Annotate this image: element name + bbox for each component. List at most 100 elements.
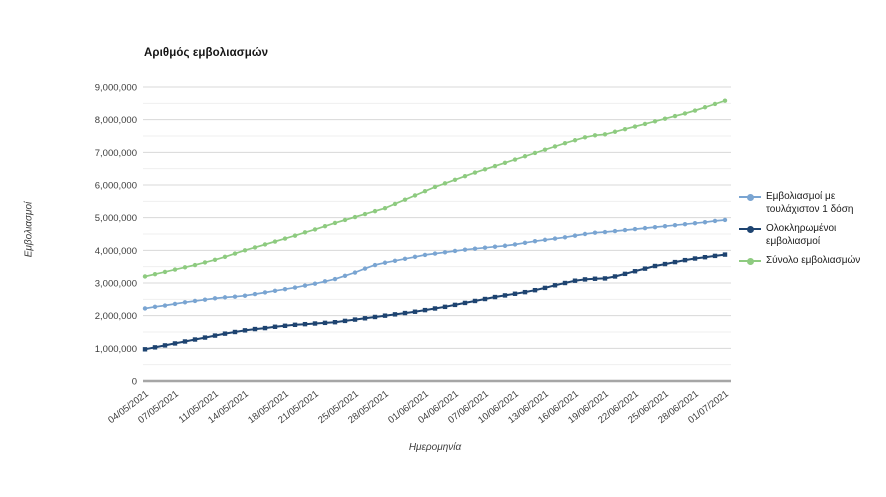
data-point-marker: [382, 205, 388, 211]
data-point-marker: [712, 253, 718, 259]
data-point-marker: [182, 265, 188, 270]
data-point-marker: [292, 285, 298, 290]
data-point-marker: [282, 236, 288, 241]
legend-label: Σύνολο εμβολιασμών: [766, 255, 861, 266]
data-point-marker: [552, 236, 558, 241]
data-point-marker: [322, 223, 328, 229]
data-point-marker: [672, 222, 678, 228]
data-point-marker: [282, 323, 288, 328]
data-point-marker: [182, 300, 188, 305]
data-point-marker: [222, 295, 228, 300]
data-point-marker: [472, 298, 478, 304]
data-point-marker: [462, 300, 468, 306]
data-point-marker: [352, 214, 358, 220]
data-point-marker: [272, 324, 278, 329]
data-point-marker: [192, 337, 198, 342]
data-point-marker: [342, 273, 348, 279]
data-point-marker: [242, 328, 248, 333]
data-point-marker: [542, 237, 548, 243]
data-point-marker: [552, 283, 558, 288]
data-point-marker: [462, 247, 468, 252]
data-point-marker: [522, 240, 528, 246]
data-point-marker: [432, 184, 438, 190]
data-point-marker: [352, 317, 358, 322]
data-point-marker: [562, 280, 568, 286]
data-point-marker: [472, 170, 478, 175]
data-point-marker: [442, 250, 448, 255]
data-point-marker: [532, 238, 538, 244]
data-point-marker: [222, 254, 228, 260]
data-point-marker: [212, 296, 218, 301]
data-point-marker: [532, 150, 538, 156]
data-point-marker: [212, 333, 218, 338]
data-point-marker: [142, 306, 148, 311]
data-point-marker: [692, 256, 698, 261]
data-point-marker: [372, 262, 378, 268]
data-point-marker: [492, 244, 498, 249]
data-point-marker: [582, 135, 588, 140]
data-point-marker: [522, 154, 528, 159]
legend-marker-icon: [739, 191, 761, 203]
data-point-marker: [302, 321, 308, 327]
data-point-marker: [152, 304, 158, 310]
data-point-marker: [692, 108, 698, 113]
data-point-marker: [312, 227, 318, 232]
data-point-marker: [192, 262, 198, 268]
data-point-marker: [722, 98, 728, 103]
data-point-marker: [722, 217, 728, 223]
data-point-marker: [302, 283, 308, 288]
data-point-marker: [242, 293, 248, 298]
data-point-marker: [422, 252, 428, 258]
data-point-marker: [632, 124, 638, 129]
data-point-marker: [592, 133, 598, 138]
legend-label: Εμβολιασμοί με τουλάχιστον 1 δόση: [766, 191, 854, 215]
data-point-marker: [652, 224, 658, 230]
data-point-marker: [662, 116, 668, 121]
data-point-marker: [652, 119, 658, 124]
data-point-marker: [352, 270, 358, 275]
data-point-marker: [442, 304, 448, 310]
data-point-marker: [232, 294, 238, 299]
data-point-marker: [622, 126, 628, 132]
data-point-marker: [702, 254, 708, 260]
data-point-marker: [602, 229, 608, 235]
data-point-marker: [392, 258, 398, 263]
data-point-marker: [162, 269, 168, 275]
data-point-marker: [482, 245, 488, 250]
data-point-marker: [722, 252, 728, 257]
data-point-marker: [412, 193, 418, 198]
data-point-marker: [342, 217, 348, 223]
x-axis-title: Ημερομηνία: [408, 442, 462, 453]
data-point-marker: [652, 263, 658, 269]
data-point-marker: [382, 313, 388, 318]
data-point-marker: [392, 312, 398, 317]
data-point-marker: [252, 326, 258, 332]
legend-item: Ολοκληρωμένοι εμβολιασμοί: [739, 223, 886, 248]
data-point-marker: [322, 320, 328, 326]
data-point-marker: [462, 173, 468, 179]
data-point-marker: [602, 276, 608, 281]
data-point-marker: [402, 310, 408, 316]
data-point-marker: [272, 239, 278, 244]
data-point-marker: [152, 345, 158, 350]
data-point-marker: [682, 257, 688, 263]
data-point-marker: [342, 318, 348, 324]
y-tick-label: 5,000,000: [95, 213, 137, 224]
data-point-marker: [312, 321, 318, 326]
data-point-marker: [312, 281, 318, 286]
data-point-marker: [382, 260, 388, 265]
data-point-marker: [372, 314, 378, 320]
data-point-marker: [252, 291, 258, 297]
chart-title: Αριθμός εμβολιασμών: [144, 47, 269, 59]
data-point-marker: [202, 335, 208, 340]
data-point-marker: [542, 285, 548, 291]
data-point-marker: [262, 325, 268, 331]
data-point-marker: [582, 231, 588, 237]
data-point-marker: [242, 248, 248, 253]
data-point-marker: [432, 251, 438, 256]
data-point-marker: [522, 289, 528, 295]
data-point-marker: [202, 260, 208, 265]
data-point-marker: [572, 278, 578, 283]
data-point-marker: [712, 101, 718, 107]
